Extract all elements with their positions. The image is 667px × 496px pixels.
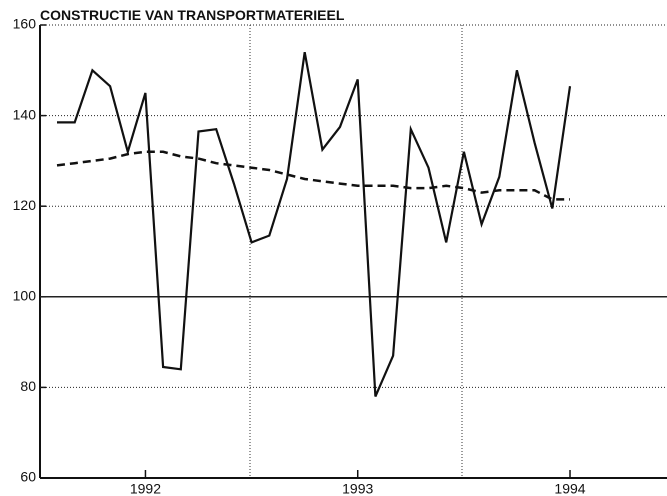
series-line: [56, 150, 570, 201]
y-tick-label: 60: [20, 469, 36, 485]
series-line: [57, 52, 572, 397]
x-tick-label: 1992: [130, 481, 161, 496]
y-tick-label: 100: [13, 288, 37, 304]
x-tick-label: 1993: [342, 481, 373, 496]
chart-title: CONSTRUCTIE VAN TRANSPORTMATERIEEL: [40, 7, 345, 23]
y-tick-label: 80: [20, 378, 36, 394]
y-tick-label: 140: [13, 106, 37, 122]
y-tick-label: 160: [13, 16, 37, 32]
y-tick-label: 120: [13, 197, 37, 213]
x-tick-label: 1994: [554, 481, 585, 496]
